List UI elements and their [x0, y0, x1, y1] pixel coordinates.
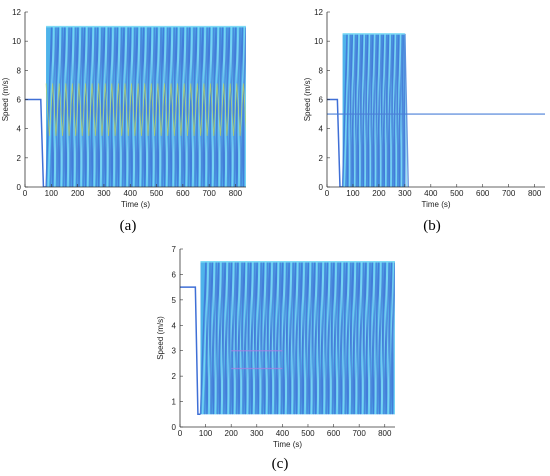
- x-tick-label: 400: [124, 189, 138, 198]
- speed-traces-b: [327, 33, 545, 187]
- panel-b: 0 100 200 300 400 500 600 700 800 0 2 4 6 8 10 12 Time (…: [303, 8, 545, 234]
- speed-traces-c: [180, 260, 395, 416]
- y-tick-label: 2: [172, 372, 177, 381]
- panel-c: 0 100 200 300 400 500 600 700 800 0 1 2 3 4 5 6 7 Time (s…: [156, 245, 395, 472]
- y-tick-label: 4: [319, 125, 324, 134]
- trace-b-1: [343, 33, 408, 187]
- y-tick-label: 8: [319, 66, 324, 75]
- initial-speed-line: [180, 286, 201, 416]
- y-tick-label: 2: [17, 154, 22, 163]
- x-tick-label: 300: [97, 189, 111, 198]
- y-tick-label: 0: [172, 423, 177, 432]
- y-tick-label: 10: [12, 37, 21, 46]
- x-tick-label: 200: [372, 189, 386, 198]
- y-tick-label: 8: [17, 66, 22, 75]
- trace-a-2: [49, 26, 246, 187]
- trace-c-1: [201, 261, 395, 415]
- y-axis-label: Speed (m/s): [156, 316, 165, 360]
- x-tick-label: 100: [199, 429, 213, 438]
- x-tick-label: 500: [450, 189, 464, 198]
- initial-speed-line: [25, 98, 47, 187]
- x-axis-label: Time (s): [121, 200, 150, 209]
- x-axis-label: Time (s): [421, 200, 450, 209]
- y-tick-label: 3: [172, 347, 177, 356]
- y-tick-label: 12: [314, 8, 323, 17]
- y-tick-label: 0: [17, 183, 22, 192]
- trace-b-0: [341, 33, 406, 187]
- x-tick-label: 500: [301, 429, 315, 438]
- x-tick-label: 400: [276, 429, 290, 438]
- initial-speed-line: [327, 98, 343, 187]
- x-tick-label: 600: [327, 429, 341, 438]
- x-tick-label: 600: [176, 189, 190, 198]
- x-axis-label: Time (s): [273, 440, 302, 449]
- x-tick-label: 700: [502, 189, 516, 198]
- panel-label-c: (c): [272, 456, 289, 472]
- x-tick-label: 0: [325, 189, 330, 198]
- y-tick-label: 2: [319, 154, 324, 163]
- x-tick-label: 800: [528, 189, 542, 198]
- x-tick-label: 200: [225, 429, 239, 438]
- accent-traces: [45, 83, 246, 136]
- trace-c-2: [203, 261, 395, 415]
- y-tick-label: 12: [12, 8, 21, 17]
- x-tick-label: 800: [378, 429, 392, 438]
- y-axis-label: Speed (m/s): [303, 77, 312, 121]
- x-tick-label: 700: [202, 189, 216, 198]
- y-tick-label: 6: [172, 270, 177, 279]
- y-tick-label: 7: [172, 245, 177, 254]
- trace-a-0: [45, 26, 246, 187]
- x-tick-label: 0: [178, 429, 183, 438]
- trace-c-0: [199, 261, 395, 415]
- x-tick-label: 400: [424, 189, 438, 198]
- x-tick-label: 300: [398, 189, 412, 198]
- speed-traces-a: [25, 25, 246, 187]
- panel-label-a: (a): [120, 218, 137, 234]
- x-tick-label: 300: [250, 429, 264, 438]
- panel-label-b: (b): [423, 218, 441, 234]
- trace-b-2: [345, 33, 409, 187]
- y-tick-label: 5: [172, 296, 177, 305]
- y-tick-label: 10: [314, 37, 323, 46]
- y-axis-label: Speed (m/s): [1, 77, 10, 121]
- y-tick-label: 4: [172, 321, 177, 330]
- x-tick-label: 700: [352, 429, 366, 438]
- x-tick-label: 0: [23, 189, 28, 198]
- x-tick-label: 100: [346, 189, 360, 198]
- x-tick-label: 200: [71, 189, 85, 198]
- x-tick-label: 600: [476, 189, 490, 198]
- x-tick-label: 100: [45, 189, 59, 198]
- y-tick-label: 6: [319, 96, 324, 105]
- y-tick-label: 4: [17, 125, 22, 134]
- panel-a: 0 100 200 300 400 500 600 700 800 0 2 4 6 8 10 12 Time (…: [1, 8, 246, 234]
- x-tick-label: 800: [229, 189, 243, 198]
- y-tick-label: 6: [17, 96, 22, 105]
- y-tick-label: 0: [319, 183, 324, 192]
- y-tick-label: 1: [172, 398, 177, 407]
- x-tick-label: 500: [150, 189, 164, 198]
